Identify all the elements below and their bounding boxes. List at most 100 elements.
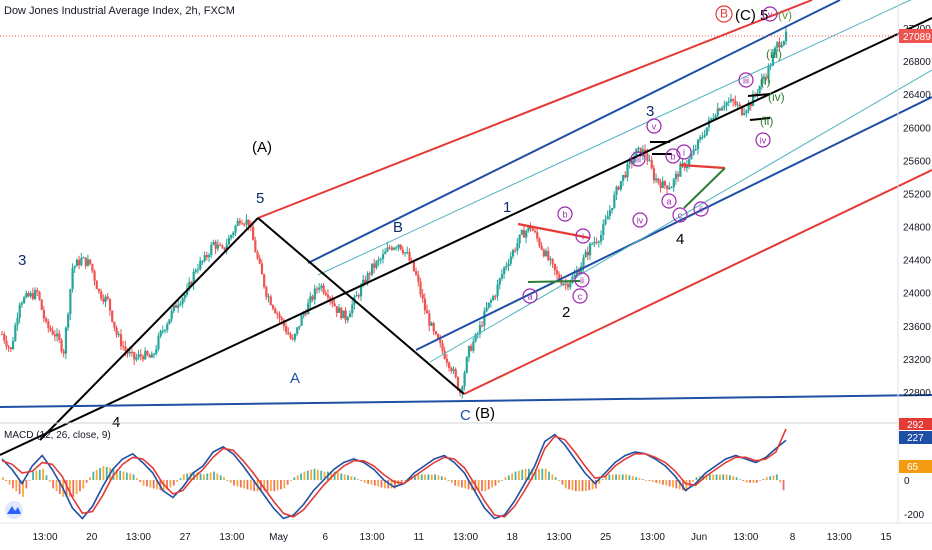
macd-hist-bar (280, 480, 282, 490)
macd-badge-hist (899, 460, 932, 473)
macd-hist-bar (571, 480, 574, 491)
candle-body (672, 179, 675, 188)
candle-body (174, 305, 178, 308)
macd-hist-bar (72, 480, 75, 497)
candle-body (657, 178, 660, 183)
candle-body (342, 310, 345, 319)
macd-hist-bar (732, 476, 735, 480)
candle-body (707, 119, 711, 128)
tradingview-logo-icon[interactable] (5, 501, 23, 519)
wave-label: iii (635, 155, 641, 165)
macd-hist-bar (122, 471, 125, 480)
wave-label: B (393, 219, 403, 236)
candle-body (58, 333, 61, 340)
candle-body (417, 274, 420, 282)
wave-line-red-1 (517, 222, 591, 240)
candle-body (168, 319, 171, 325)
macd-hist-bar (665, 480, 668, 486)
macd-axis[interactable]: 0 -200 292 227 65 (899, 418, 932, 521)
candle-body (42, 309, 46, 319)
macd-hist-bar (434, 474, 437, 480)
macd-hist-bar (55, 480, 58, 492)
candle-body (25, 293, 28, 298)
candle-body (14, 325, 17, 341)
candle-body (177, 304, 180, 308)
candle-body (681, 163, 684, 165)
macd-hist-bar (216, 473, 219, 480)
candle-body (163, 329, 167, 331)
trend-line-down (257, 217, 465, 395)
macd-hist-bar (300, 473, 302, 480)
candle-body (597, 241, 601, 243)
candle-body (520, 230, 523, 235)
candle-body (705, 127, 708, 136)
candle-body (335, 306, 338, 313)
macd-hist-bar (102, 466, 105, 480)
macd-hist-bar (156, 480, 158, 490)
macd-hist-bar (739, 479, 741, 480)
macd-hist-bar (263, 480, 266, 492)
macd-hist-bar (340, 473, 343, 480)
candle-body (104, 296, 107, 302)
trend-line-up1 (39, 217, 259, 441)
candle-body (758, 86, 761, 94)
candle-body (9, 347, 13, 350)
macd-hist-bar (672, 480, 674, 488)
wave-label: i (582, 232, 584, 242)
candle-body (357, 295, 360, 297)
channel-red-upper (257, 0, 813, 219)
candle-body (419, 281, 422, 295)
wave-label: (A) (252, 139, 272, 156)
macd-hist-bar (400, 480, 403, 483)
wave-label: c (578, 292, 583, 302)
candle-body (573, 274, 576, 277)
candle-body (553, 263, 556, 271)
macd-hist-bar (528, 468, 530, 480)
candle-body (467, 345, 471, 358)
macd-hist-bar (28, 480, 31, 481)
macd-hist-bar (564, 480, 567, 489)
wave-label: (iv) (768, 90, 785, 104)
macd-hist-bar (357, 479, 359, 480)
macd-hist-bar (213, 471, 215, 480)
candle-body (285, 326, 288, 333)
wave-circle (630, 151, 646, 167)
candle-body (503, 267, 506, 275)
candle-body (311, 296, 314, 300)
candle-body (377, 259, 380, 262)
svg-text:-200: -200 (904, 510, 924, 521)
candle-body (348, 313, 352, 318)
candle-body (734, 100, 737, 105)
candle-body (181, 298, 184, 304)
macd-hist-bar (186, 473, 189, 480)
macd-hist-bar (511, 473, 514, 480)
candle-body (276, 313, 279, 315)
macd-hist-bar (32, 471, 34, 480)
macd-hist-bar (601, 479, 604, 480)
macd-hist-bar (618, 474, 621, 480)
candle-body (199, 260, 202, 270)
candle-body (137, 354, 140, 358)
macd-hist-bar (712, 474, 715, 480)
candle-body (551, 258, 554, 264)
wave-circle (632, 212, 648, 228)
macd-hist-bar (367, 480, 369, 484)
candle-body (170, 311, 173, 320)
macd-hist-bar (695, 477, 698, 480)
candle-body (49, 327, 52, 331)
candle-body (254, 240, 257, 253)
svg-text:227: 227 (907, 433, 924, 444)
time-tick: 18 (507, 532, 519, 543)
time-axis[interactable]: 13:00 20 13:00 27 13:00 May 6 13:00 11 13:00 18 13:… (32, 532, 892, 543)
macd-hist-bar (115, 469, 118, 480)
candle-body (126, 351, 129, 354)
price-axis[interactable]: 2720026800264002600025600252002480024400… (903, 24, 931, 399)
candle-body (80, 258, 83, 266)
candle-body (439, 339, 442, 344)
macd-hist-bar (464, 480, 467, 489)
macd-hist-bar (233, 480, 235, 486)
macd-hist-bar (584, 480, 587, 492)
candle-body (128, 351, 131, 354)
candle-body (73, 266, 76, 269)
